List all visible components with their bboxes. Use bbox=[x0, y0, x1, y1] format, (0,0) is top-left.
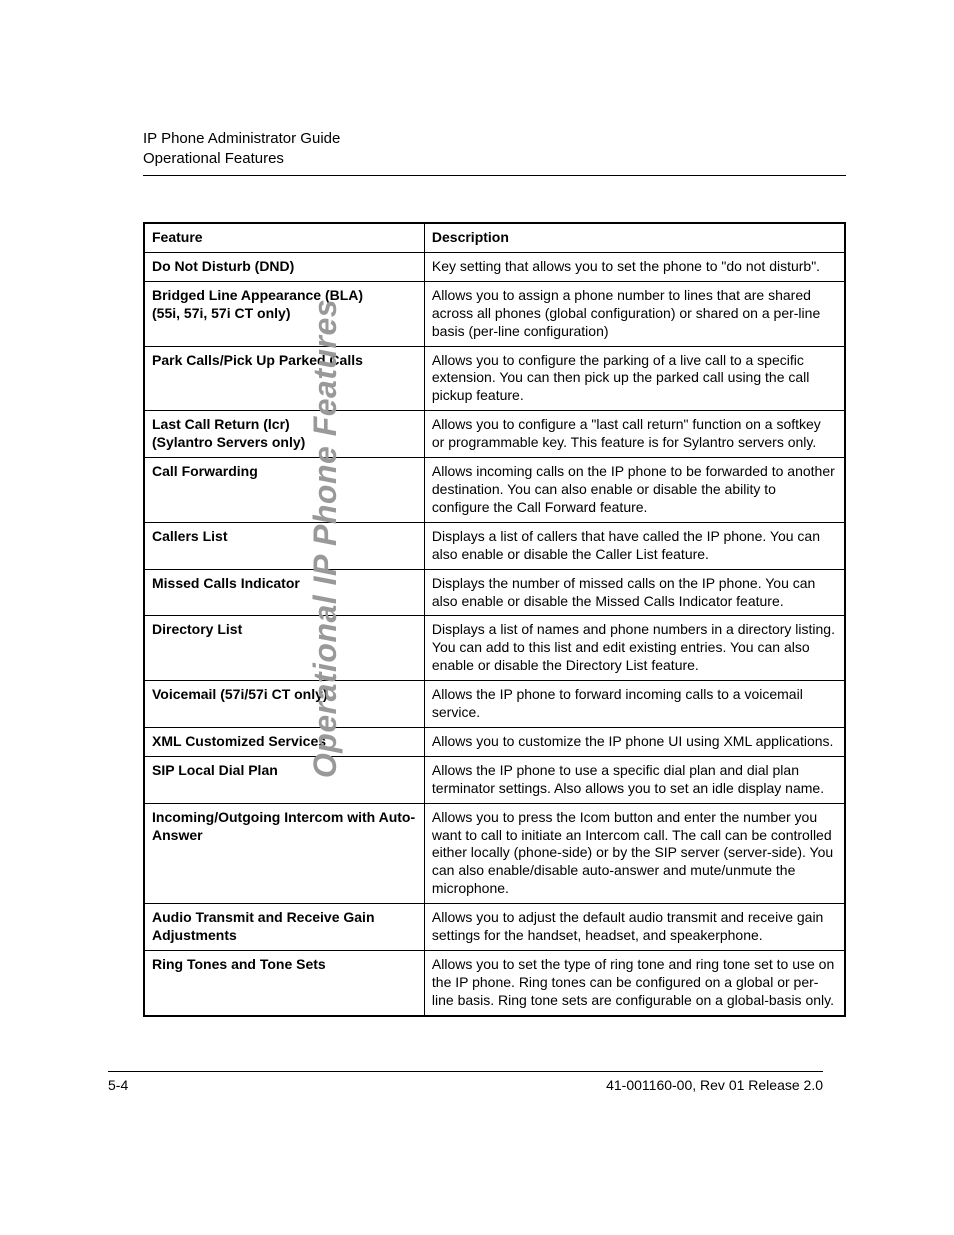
table-row: Callers ListDisplays a list of callers t… bbox=[144, 522, 845, 569]
page-number: 5-4 bbox=[108, 1077, 128, 1093]
feature-description-cell: Allows you to assign a phone number to l… bbox=[424, 281, 845, 346]
table-row: Bridged Line Appearance (BLA) (55i, 57i,… bbox=[144, 281, 845, 346]
feature-name-cell: Park Calls/Pick Up Parked Calls bbox=[144, 346, 424, 411]
feature-name-cell: Call Forwarding bbox=[144, 458, 424, 523]
feature-description-cell: Key setting that allows you to set the p… bbox=[424, 252, 845, 281]
table-header-row: Feature Description bbox=[144, 223, 845, 252]
feature-name-cell: Do Not Disturb (DND) bbox=[144, 252, 424, 281]
table-row: Incoming/Outgoing Intercom with Auto-Ans… bbox=[144, 803, 845, 904]
footer-divider bbox=[108, 1071, 823, 1072]
feature-name-cell: Voicemail (57i/57i CT only) bbox=[144, 681, 424, 728]
table-row: Call ForwardingAllows incoming calls on … bbox=[144, 458, 845, 523]
table-row: Voicemail (57i/57i CT only)Allows the IP… bbox=[144, 681, 845, 728]
feature-name-cell: Audio Transmit and Receive Gain Adjustme… bbox=[144, 904, 424, 951]
feature-name-cell: Directory List bbox=[144, 616, 424, 681]
footer-text-row: 5-4 41-001160-00, Rev 01 Release 2.0 bbox=[108, 1077, 823, 1093]
feature-name-cell: Bridged Line Appearance (BLA) (55i, 57i,… bbox=[144, 281, 424, 346]
table-row: Last Call Return (lcr) (Sylantro Servers… bbox=[144, 411, 845, 458]
feature-name-cell: Callers List bbox=[144, 522, 424, 569]
features-table: Feature Description Do Not Disturb (DND)… bbox=[143, 222, 846, 1017]
feature-name-cell: Last Call Return (lcr) (Sylantro Servers… bbox=[144, 411, 424, 458]
column-header-description: Description bbox=[424, 223, 845, 252]
feature-name-cell: Missed Calls Indicator bbox=[144, 569, 424, 616]
feature-name-cell: SIP Local Dial Plan bbox=[144, 756, 424, 803]
page-header: IP Phone Administrator Guide Operational… bbox=[143, 130, 846, 167]
header-title: IP Phone Administrator Guide bbox=[143, 130, 846, 147]
table-row: SIP Local Dial PlanAllows the IP phone t… bbox=[144, 756, 845, 803]
feature-name-cell: Incoming/Outgoing Intercom with Auto-Ans… bbox=[144, 803, 424, 904]
table-row: Ring Tones and Tone SetsAllows you to se… bbox=[144, 951, 845, 1016]
feature-name-cell: Ring Tones and Tone Sets bbox=[144, 951, 424, 1016]
table-row: Park Calls/Pick Up Parked CallsAllows yo… bbox=[144, 346, 845, 411]
table-row: Directory ListDisplays a list of names a… bbox=[144, 616, 845, 681]
feature-description-cell: Allows the IP phone to use a specific di… bbox=[424, 756, 845, 803]
features-table-body: Do Not Disturb (DND) Key setting that al… bbox=[144, 252, 845, 1015]
table-row: XML Customized ServicesAllows you to cus… bbox=[144, 727, 845, 756]
column-header-feature: Feature bbox=[144, 223, 424, 252]
feature-description-cell: Allows you to configure the parking of a… bbox=[424, 346, 845, 411]
table-row: Audio Transmit and Receive Gain Adjustme… bbox=[144, 904, 845, 951]
header-divider bbox=[143, 175, 846, 176]
page-footer: 5-4 41-001160-00, Rev 01 Release 2.0 bbox=[108, 1071, 846, 1093]
side-section-label: Operational IP Phone Features bbox=[307, 299, 344, 778]
feature-description-cell: Allows you to configure a "last call ret… bbox=[424, 411, 845, 458]
table-row: Do Not Disturb (DND) Key setting that al… bbox=[144, 252, 845, 281]
feature-description-cell: Allows you to press the Icom button and … bbox=[424, 803, 845, 904]
feature-description-cell: Displays a list of names and phone numbe… bbox=[424, 616, 845, 681]
feature-description-cell: Allows you to set the type of ring tone … bbox=[424, 951, 845, 1016]
feature-name-cell: XML Customized Services bbox=[144, 727, 424, 756]
document-reference: 41-001160-00, Rev 01 Release 2.0 bbox=[606, 1077, 823, 1093]
feature-description-cell: Allows you to adjust the default audio t… bbox=[424, 904, 845, 951]
feature-description-cell: Allows the IP phone to forward incoming … bbox=[424, 681, 845, 728]
feature-description-cell: Allows incoming calls on the IP phone to… bbox=[424, 458, 845, 523]
feature-description-cell: Displays the number of missed calls on t… bbox=[424, 569, 845, 616]
feature-description-cell: Displays a list of callers that have cal… bbox=[424, 522, 845, 569]
header-subtitle: Operational Features bbox=[143, 150, 846, 167]
table-row: Missed Calls IndicatorDisplays the numbe… bbox=[144, 569, 845, 616]
feature-description-cell: Allows you to customize the IP phone UI … bbox=[424, 727, 845, 756]
